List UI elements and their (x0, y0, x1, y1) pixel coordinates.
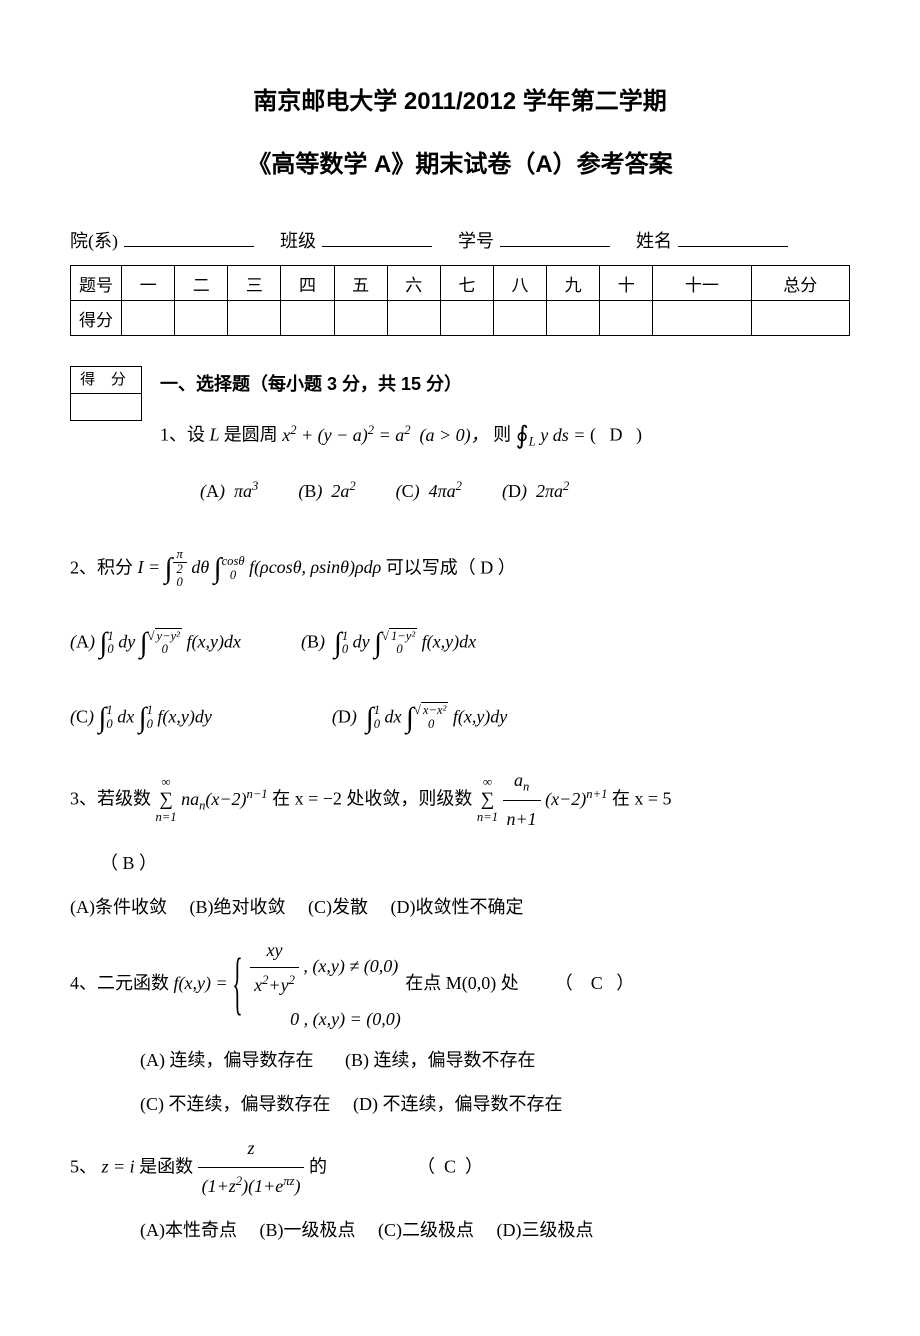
col-h: 三 (228, 266, 281, 301)
col-h: 十一 (653, 266, 751, 301)
q3-opt-d: (D)收敛性不确定 (391, 897, 524, 917)
dept-underline (124, 226, 254, 247)
q2-answer: D (480, 557, 493, 577)
q1: 1、设 L 是圆周 x2 + (y − a)2 = a2 (a > 0)， 则 … (160, 410, 850, 463)
q5-answer: C (444, 1156, 456, 1176)
scorebox-blank (71, 394, 141, 420)
q5-opt-b: (B)一级极点 (260, 1220, 356, 1240)
col-h: 八 (493, 266, 546, 301)
q3-at1: 在 x = −2 处收敛，则级数 (272, 789, 472, 809)
q3: 3、若级数 ∞∑n=1 nan(x−2)n−1 在 x = −2 处收敛，则级数… (70, 762, 850, 839)
q5-prefix: 5、 (70, 1156, 97, 1176)
score-box: 得 分 (70, 366, 142, 421)
col-h: 六 (387, 266, 440, 301)
q5-close: ） (465, 1156, 483, 1176)
q5-tail: 的 (309, 1156, 327, 1176)
q1-opt-b: (B) 2a2 (298, 473, 355, 511)
q2-prefix: 2、积分 (70, 557, 138, 577)
col-h: 九 (547, 266, 600, 301)
q5: 5、 z = i 是函数 z(1+z2)(1+eπz) 的 （ C ） (70, 1130, 850, 1207)
col-h: 十 (600, 266, 653, 301)
col-h: 二 (175, 266, 228, 301)
row2-label: 得分 (71, 301, 122, 336)
q4-options-cd: (C) 不连续，偏导数存在 (D) 不连续，偏导数不存在 (140, 1086, 850, 1124)
q4-opt-a: (A) 连续，偏导数存在 (140, 1050, 314, 1070)
info-line: 院(系) 班级 学号 姓名 (70, 226, 850, 253)
q2-opt-c: (C) ∫10 dx ∫10 f(x,y)dy (70, 688, 212, 748)
q2-options-cd: (C) ∫10 dx ∫10 f(x,y)dy (D) ∫10 dx ∫√x−x… (70, 688, 850, 748)
q4-options-ab: (A) 连续，偏导数存在 (B) 连续，偏导数不存在 (140, 1042, 850, 1080)
q2-opt-d: (D) ∫10 dx ∫√x−x²0 f(x,y)dy (332, 688, 507, 748)
q1-integral: ∮L y ds = (516, 425, 590, 445)
q2-opt-a: (A) ∫10 dy ∫√y−y²0 f(x,y)dx (70, 613, 241, 673)
q3-prefix: 3、若级数 (70, 789, 151, 809)
q3-answer-line: （ B ） (100, 845, 850, 883)
q4-tail: 在点 M(0,0) 处 (405, 972, 519, 992)
header-line1: 南京邮电大学 2011/2012 学年第二学期 (70, 80, 850, 123)
row1-label: 题号 (71, 266, 122, 301)
q4-answer: C (591, 972, 603, 992)
class-label: 班级 (280, 227, 316, 253)
q3-opt-c: (C)发散 (308, 897, 368, 917)
scorebox-label: 得 分 (71, 367, 141, 394)
q1-then: 则 (493, 425, 511, 445)
q1-opt-c: (C) 4πa2 (396, 473, 462, 511)
q1-answer: D (609, 425, 622, 445)
table-row: 题号 一 二 三 四 五 六 七 八 九 十 十一 总分 (71, 266, 850, 301)
q3-at2: 在 x = 5 (612, 789, 672, 809)
name-label: 姓名 (636, 227, 672, 253)
section-1: 得 分 一、选择题（每小题 3 分，共 15 分） 1、设 L 是圆周 x2 +… (70, 366, 850, 521)
col-h: 五 (334, 266, 387, 301)
dept-label: 院(系) (70, 227, 118, 253)
id-underline (500, 226, 610, 247)
q4-opt-c: (C) 不连续，偏导数存在 (140, 1094, 331, 1114)
q5-opt-c: (C)二级极点 (378, 1220, 474, 1240)
q4-opt-b: (B) 连续，偏导数不存在 (345, 1050, 536, 1070)
score-table: 题号 一 二 三 四 五 六 七 八 九 十 十一 总分 得分 (70, 265, 850, 336)
name-underline (678, 226, 788, 247)
q1-circle: 是圆周 (224, 425, 283, 445)
q2: 2、积分 I = ∫π20 dθ ∫cosθ0 f(ρcosθ, ρsinθ)ρ… (70, 539, 850, 599)
q5-opt-a: (A)本性奇点 (140, 1220, 237, 1240)
section1-heading: 一、选择题（每小题 3 分，共 15 分） (160, 366, 850, 404)
q5-options: (A)本性奇点 (B)一级极点 (C)二级极点 (D)三级极点 (140, 1212, 850, 1250)
q1-L: L (210, 425, 224, 445)
q4-close: ） (616, 972, 634, 992)
q1-formula: x2 + (y − a)2 = a2 (a > 0)， (282, 425, 488, 445)
q1-opt-a: (A) πa3 (200, 473, 258, 511)
q2-close: ） (498, 557, 516, 577)
q1-opt-d: (D) 2πa2 (502, 473, 569, 511)
q4-prefix: 4、二元函数 (70, 972, 174, 992)
q4-open: （ (555, 972, 573, 992)
col-h: 总分 (751, 266, 849, 301)
q2-options-ab: (A) ∫10 dy ∫√y−y²0 f(x,y)dx (B) ∫10 dy ∫… (70, 613, 850, 673)
q2-mid: 可以写成（ (386, 557, 476, 577)
q5-opt-d: (D)三级极点 (497, 1220, 594, 1240)
q2-opt-b: (B) ∫10 dy ∫√1−y²0 f(x,y)dx (301, 613, 476, 673)
col-h: 四 (281, 266, 334, 301)
id-label: 学号 (458, 227, 494, 253)
q3-options: (A)条件收敛 (B)绝对收敛 (C)发散 (D)收敛性不确定 (70, 889, 850, 927)
q3-opt-a: (A)条件收敛 (70, 897, 167, 917)
q1-prefix: 1、设 (160, 425, 205, 445)
q5-open: （ (417, 1156, 435, 1176)
class-underline (322, 226, 432, 247)
q4: 4、二元函数 f(x,y) = xyx2+y2 , (x,y) ≠ (0,0) … (70, 933, 850, 1037)
col-h: 一 (122, 266, 175, 301)
q1-options: (A) πa3 (B) 2a2 (C) 4πa2 (D) 2πa2 (200, 473, 850, 511)
table-row: 得分 (71, 301, 850, 336)
header-line2: 《高等数学 A》期末试卷（A）参考答案 (70, 143, 850, 186)
col-h: 七 (440, 266, 493, 301)
q4-opt-d: (D) 不连续，偏导数不存在 (353, 1094, 563, 1114)
